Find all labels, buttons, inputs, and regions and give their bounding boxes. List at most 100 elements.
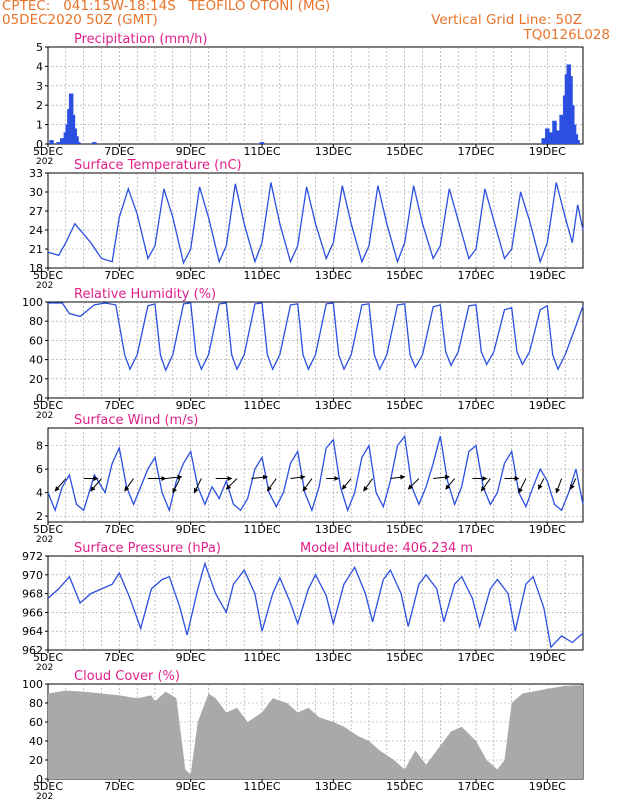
precip-xtick-label: 7DEC xyxy=(104,145,134,158)
wind-ytick-label: 2 xyxy=(36,510,43,523)
wind-xtick-label: 5DEC xyxy=(33,523,63,536)
temp-xtick-label: 11DEC xyxy=(243,269,280,282)
precip-bar xyxy=(60,138,65,144)
wind-arrow xyxy=(407,478,420,490)
cloud-title: Cloud Cover (%) xyxy=(74,669,180,684)
press-ytick-label: 966 xyxy=(22,606,43,619)
rh-ytick-label: 0 xyxy=(36,392,43,405)
temp-xtick-label: 19DEC xyxy=(529,269,566,282)
temp-xtick-label: 5DEC xyxy=(33,269,63,282)
wind-xtick-label: 19DEC xyxy=(529,523,566,536)
temp-ytick-label: 33 xyxy=(29,167,43,180)
cloud-xtick-label: 13DEC xyxy=(315,780,352,793)
rh-xtick-label: 5DEC xyxy=(33,399,63,412)
wind-xtick-label: 13DEC xyxy=(315,523,352,536)
rh-line xyxy=(48,302,584,372)
press-xtick-label: 11DEC xyxy=(243,651,280,664)
precip-xtick-label: 13DEC xyxy=(315,145,352,158)
precip-xtick-label: 15DEC xyxy=(386,145,423,158)
wind-arrow xyxy=(480,478,491,492)
press-xtick-label: 9DEC xyxy=(176,651,206,664)
wind-frame xyxy=(47,427,584,523)
precip-bar xyxy=(72,128,77,144)
precip-ytick-label: 4 xyxy=(36,60,43,73)
temp-ytick-label: 30 xyxy=(29,186,43,199)
press-xtick-label: 13DEC xyxy=(315,651,352,664)
precip-ytick-label: 1 xyxy=(36,119,43,132)
rh-ytick-label: 80 xyxy=(29,315,43,328)
temp-year-fragment: 202 xyxy=(36,281,53,291)
press-line xyxy=(47,561,584,649)
precip-ytick-label: 5 xyxy=(36,41,43,54)
cloud-xtick-label: 7DEC xyxy=(104,780,134,793)
wind-arrow xyxy=(193,478,202,494)
rh-xtick-label: 11DEC xyxy=(243,399,280,412)
temp-xtick-label: 7DEC xyxy=(104,269,134,282)
wind-arrow xyxy=(537,478,545,490)
wind-arrow xyxy=(445,478,455,490)
temp-line xyxy=(47,182,584,265)
wind-arrow xyxy=(251,474,268,480)
precip-xtick-label: 9DEC xyxy=(176,145,206,158)
wind-ytick-label: 6 xyxy=(36,463,43,476)
wind-arrow xyxy=(518,478,527,494)
cloud-ytick-label: 100 xyxy=(22,678,43,691)
precip-bar xyxy=(575,140,580,144)
rh-xtick-label: 19DEC xyxy=(529,399,566,412)
rh-title: Relative Humidity (%) xyxy=(74,287,216,302)
precip-xtick-label: 5DEC xyxy=(33,145,63,158)
precip-bar xyxy=(545,128,550,144)
precip-bar xyxy=(559,114,564,144)
precip-bar xyxy=(76,142,81,144)
precip-bar xyxy=(49,140,54,144)
cloud-ytick-label: 20 xyxy=(29,754,43,767)
wind-line xyxy=(47,434,584,513)
header-station: CPTEC: 041:15W-18:14S TEOFILO OTONI (MG) xyxy=(2,0,331,14)
wind-arrow xyxy=(570,478,577,490)
cloud-xtick-label: 15DEC xyxy=(386,780,423,793)
press-xtick-label: 7DEC xyxy=(104,651,134,664)
precip-xtick-label: 17DEC xyxy=(457,145,494,158)
temp-title: Surface Temperature (nC) xyxy=(74,158,242,173)
rh-panel xyxy=(45,301,584,401)
cloud-ytick-label: 80 xyxy=(29,697,43,710)
header-datetime: 05DEC2020 50Z (GMT) xyxy=(2,12,158,28)
cloud-year-fragment: 202 xyxy=(36,792,53,800)
wind-year-fragment: 202 xyxy=(36,535,53,545)
press-xtick-label: 17DEC xyxy=(457,651,494,664)
press-xtick-label: 5DEC xyxy=(33,651,63,664)
precip-bar xyxy=(555,130,561,144)
wind-arrow xyxy=(290,474,306,480)
precip-ytick-label: 2 xyxy=(36,99,43,112)
wind-xtick-label: 7DEC xyxy=(104,523,134,536)
precip-bar xyxy=(548,132,554,144)
wind-panel xyxy=(45,427,584,525)
wind-xtick-label: 9DEC xyxy=(176,523,206,536)
temp-xtick-label: 15DEC xyxy=(386,269,423,282)
rh-ytick-label: 20 xyxy=(29,373,43,386)
cloud-xtick-label: 11DEC xyxy=(243,780,280,793)
rh-ytick-label: 40 xyxy=(29,354,43,367)
press-extra-title: Model Altitude: 406.234 m xyxy=(300,541,473,556)
rh-xtick-label: 13DEC xyxy=(315,399,352,412)
wind-arrow xyxy=(165,474,183,480)
cloud-area xyxy=(48,685,583,779)
rh-xtick-label: 15DEC xyxy=(386,399,423,412)
press-year-fragment: 202 xyxy=(36,663,53,673)
rh-ytick-label: 100 xyxy=(22,296,43,309)
header-model-id: TQ0126L028 xyxy=(523,27,610,43)
header-vertical-grid-info: Vertical Grid Line: 50Z xyxy=(431,12,582,28)
precip-xtick-label: 19DEC xyxy=(529,145,566,158)
wind-ytick-label: 4 xyxy=(36,487,43,500)
press-ytick-label: 964 xyxy=(22,625,43,638)
precip-bar xyxy=(74,136,79,144)
press-ytick-label: 972 xyxy=(22,550,43,563)
rh-year-fragment: 202 xyxy=(36,411,53,421)
temp-xtick-label: 17DEC xyxy=(457,269,494,282)
temp-ytick-label: 24 xyxy=(29,224,43,237)
rh-xtick-label: 7DEC xyxy=(104,399,134,412)
temp-ytick-label: 27 xyxy=(29,205,43,218)
precip-year-fragment: 202 xyxy=(36,157,53,167)
wind-arrow xyxy=(555,478,563,494)
